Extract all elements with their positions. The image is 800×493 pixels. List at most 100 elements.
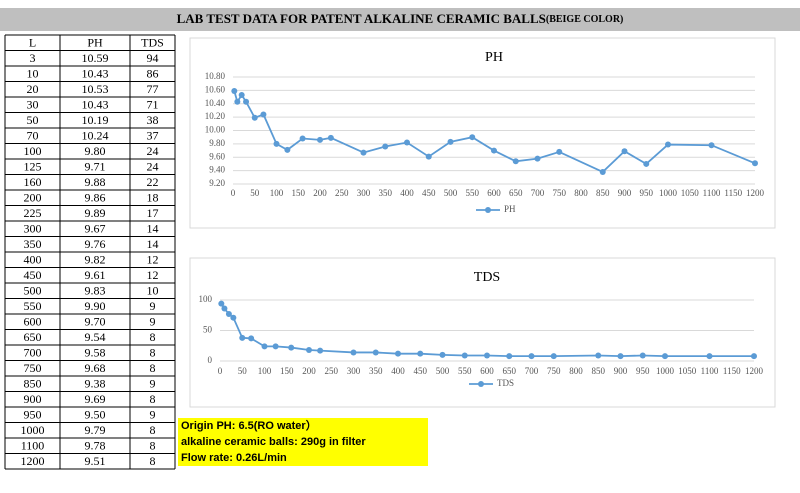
table-cell: 9.86 — [85, 190, 106, 204]
table-cell: 9.68 — [85, 361, 106, 375]
table-cell: 14 — [147, 237, 159, 251]
data-point — [306, 347, 312, 354]
x-tick-label: 1100 — [701, 366, 719, 376]
table-cell: 9.67 — [85, 221, 106, 235]
data-point — [225, 311, 232, 318]
y-tick-label: 10.00 — [205, 125, 226, 135]
legend-label: TDS — [497, 378, 514, 388]
table-cell: 8 — [150, 330, 156, 344]
data-point — [251, 114, 258, 121]
x-tick-label: 800 — [574, 188, 588, 198]
data-point — [617, 353, 624, 360]
table-cell: 12 — [147, 268, 159, 282]
table-cell: 24 — [147, 144, 159, 158]
data-point — [528, 353, 535, 360]
x-tick-label: 150 — [292, 188, 306, 198]
table-cell: 9.61 — [85, 268, 106, 282]
chart-frame — [189, 37, 776, 229]
table-cell: 9.76 — [85, 237, 106, 251]
table-cell: 125 — [24, 159, 42, 173]
data-point — [288, 344, 295, 351]
data-point — [395, 350, 401, 357]
y-tick-label: 10.40 — [205, 98, 226, 108]
data-point — [595, 352, 602, 359]
data-point — [665, 141, 671, 148]
table-cell: 9 — [150, 376, 156, 390]
data-point — [261, 343, 268, 350]
y-tick-label: 9.60 — [209, 151, 225, 161]
x-tick-label: 650 — [509, 188, 523, 198]
table-cell: 1000 — [21, 423, 45, 437]
x-tick-label: 900 — [614, 366, 628, 376]
table-cell: 8 — [150, 361, 156, 375]
data-point — [360, 149, 367, 156]
data-point — [643, 160, 650, 167]
note: Flow rate: 0.26L/min — [181, 452, 287, 464]
x-tick-label: 1000 — [659, 188, 678, 198]
table-cell: 8 — [150, 345, 156, 359]
x-tick-label: 350 — [379, 188, 393, 198]
data-point — [317, 347, 324, 354]
table-cell: 30 — [27, 97, 39, 111]
x-tick-label: 1150 — [723, 366, 741, 376]
legend-marker — [485, 207, 491, 213]
data-point — [599, 168, 606, 175]
x-tick-label: 750 — [547, 366, 561, 376]
x-tick-label: 300 — [357, 188, 371, 198]
table-cell: 71 — [147, 97, 159, 111]
data-point — [417, 350, 424, 357]
table-cell: 1200 — [21, 454, 45, 468]
table-cell: 750 — [24, 361, 42, 375]
table-cell: 77 — [147, 82, 159, 96]
x-tick-label: 500 — [436, 366, 450, 376]
data-point — [469, 134, 476, 141]
table-cell: 10 — [147, 283, 159, 297]
y-tick-label: 0 — [208, 355, 213, 365]
table-cell: 86 — [147, 66, 159, 80]
y-tick-label: 100 — [199, 294, 213, 304]
chart-title: PH — [485, 50, 503, 65]
data-point — [239, 334, 246, 341]
table-cell: 10.24 — [82, 128, 109, 142]
x-tick-label: 700 — [525, 366, 539, 376]
x-tick-label: 1000 — [656, 366, 675, 376]
x-tick-label: 1200 — [746, 188, 765, 198]
data-point — [550, 353, 557, 360]
x-tick-label: 500 — [444, 188, 458, 198]
data-point — [751, 353, 757, 360]
x-tick-label: 1150 — [724, 188, 742, 198]
x-tick-label: 1050 — [681, 188, 700, 198]
x-tick-label: 150 — [280, 366, 294, 376]
table-cell: 10.59 — [82, 51, 109, 65]
table-cell: 9 — [150, 407, 156, 421]
table-cell: 70 — [27, 128, 39, 142]
table-cell: 9.50 — [85, 407, 106, 421]
data-point — [272, 343, 279, 350]
x-tick-label: 100 — [270, 188, 284, 198]
table-cell: 9 — [150, 299, 156, 313]
table-cell: 850 — [24, 376, 42, 390]
x-tick-label: 450 — [422, 188, 436, 198]
table-cell: 10.53 — [82, 82, 109, 96]
table-cell: 9.38 — [85, 376, 106, 390]
x-tick-label: 450 — [414, 366, 428, 376]
x-tick-label: 1200 — [745, 366, 764, 376]
data-point — [708, 142, 715, 149]
y-tick-label: 9.80 — [209, 138, 225, 148]
x-tick-label: 900 — [618, 188, 632, 198]
table-cell: 9 — [150, 314, 156, 328]
data-point — [231, 88, 238, 95]
table-cell: 24 — [147, 159, 159, 173]
x-tick-label: 200 — [302, 366, 316, 376]
table-cell: 9.80 — [85, 144, 106, 158]
table-cell: 450 — [24, 268, 42, 282]
y-tick-label: 10.20 — [205, 111, 226, 121]
table-cell: 160 — [24, 175, 42, 189]
table-cell: 8 — [150, 438, 156, 452]
title: LAB TEST DATA FOR PATENT ALKALINE CERAMI… — [177, 11, 624, 26]
table-cell: 9.51 — [85, 454, 106, 468]
x-tick-label: 850 — [596, 188, 610, 198]
data-point — [218, 300, 225, 307]
